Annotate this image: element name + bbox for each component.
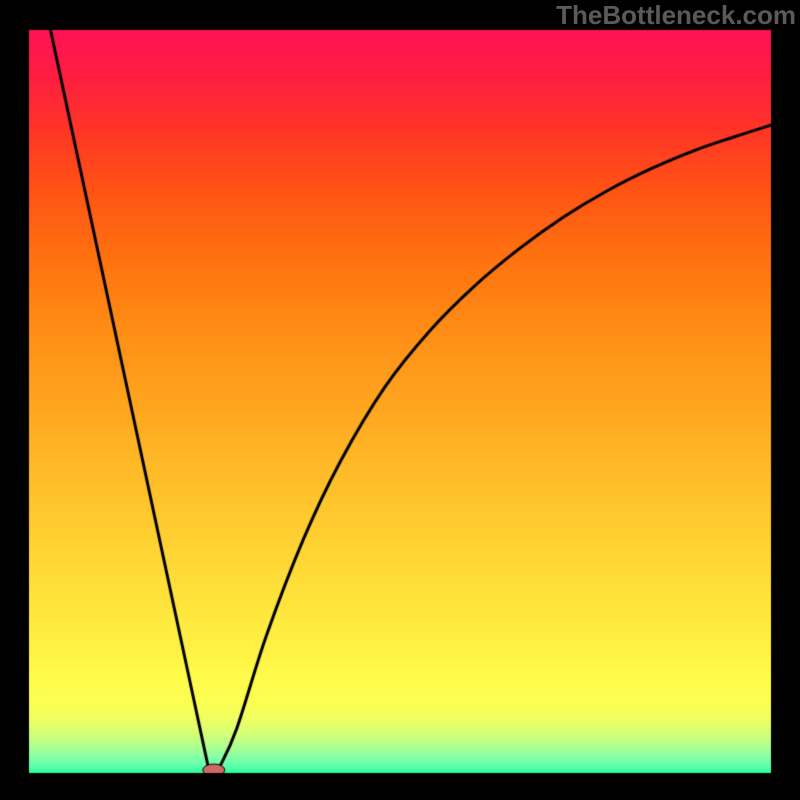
- bottleneck-chart: [0, 0, 800, 800]
